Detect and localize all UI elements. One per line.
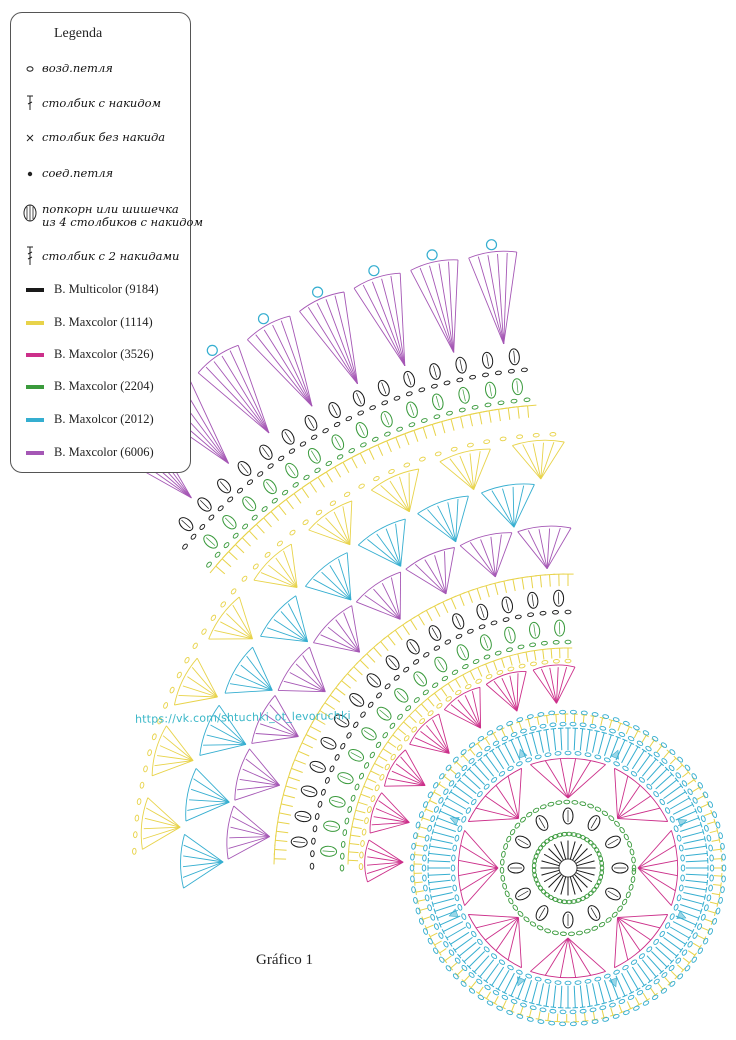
double-crochet-icon — [22, 94, 38, 112]
legend-label-tr: столбик с 2 накидами — [42, 248, 180, 263]
legend-item-popcorn: попкорн или шишечка из 4 столбиков с нак… — [22, 203, 203, 229]
yarn-row: B. Maxolcor (2012) — [26, 412, 154, 427]
yarn-label: B. Maxolcor (2012) — [54, 412, 154, 426]
legend-label-popcorn: попкорн или шишечка из 4 столбиков с нак… — [42, 202, 204, 229]
yarn-row: B. Maxcolor (2204) — [26, 379, 154, 394]
yarn-label: B. Multicolor (9184) — [54, 282, 159, 296]
yarn-row: B. Maxcolor (1114) — [26, 315, 153, 330]
legend-label-dc: столбик с накидом — [42, 95, 162, 110]
legend-item-sc: столбик без накида — [22, 131, 165, 144]
legend-item-dc: столбик с накидом — [22, 94, 161, 112]
legend-box — [10, 12, 191, 473]
fan-rows — [110, 239, 576, 889]
yarn-swatch — [26, 352, 44, 357]
yarn-label: B. Maxcolor (2204) — [54, 379, 154, 393]
yarn-swatch — [26, 320, 44, 325]
yarn-row: B. Multicolor (9184) — [26, 282, 159, 297]
yarn-swatch — [26, 287, 44, 292]
legend-title: Legenda — [54, 26, 103, 41]
yarn-label: B. Maxcolor (1114) — [54, 315, 153, 329]
slip-stitch-icon — [22, 169, 38, 179]
yarn-swatch — [26, 450, 44, 455]
treble-crochet-icon — [22, 245, 38, 267]
legend-label-sc: столбик без накида — [42, 130, 166, 144]
yarn-swatch — [26, 417, 44, 422]
center-motif — [409, 709, 727, 1027]
yarn-label: B. Maxcolor (3526) — [54, 347, 154, 361]
legend-label-slip: соед.петля — [42, 166, 114, 180]
legend-item-chain: возд.петля — [22, 62, 113, 75]
yarn-row: B. Maxcolor (3526) — [26, 347, 154, 362]
legend-item-slip: соед.петля — [22, 167, 113, 180]
chain-stitch-icon — [22, 64, 38, 74]
yarn-row: B. Maxcolor (6006) — [26, 445, 154, 460]
legend-item-tr: столбик с 2 накидами — [22, 245, 179, 267]
legend-label-chain: возд.петля — [42, 61, 113, 75]
popcorn-icon — [22, 203, 38, 223]
yarn-label: B. Maxcolor (6006) — [54, 445, 154, 459]
yarn-swatch — [26, 384, 44, 389]
single-crochet-icon — [22, 133, 38, 143]
chart-caption: Gráfico 1 — [256, 952, 314, 968]
chart-body — [110, 239, 727, 1027]
